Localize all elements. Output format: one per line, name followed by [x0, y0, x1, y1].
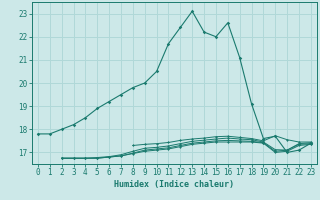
X-axis label: Humidex (Indice chaleur): Humidex (Indice chaleur) — [115, 180, 234, 189]
